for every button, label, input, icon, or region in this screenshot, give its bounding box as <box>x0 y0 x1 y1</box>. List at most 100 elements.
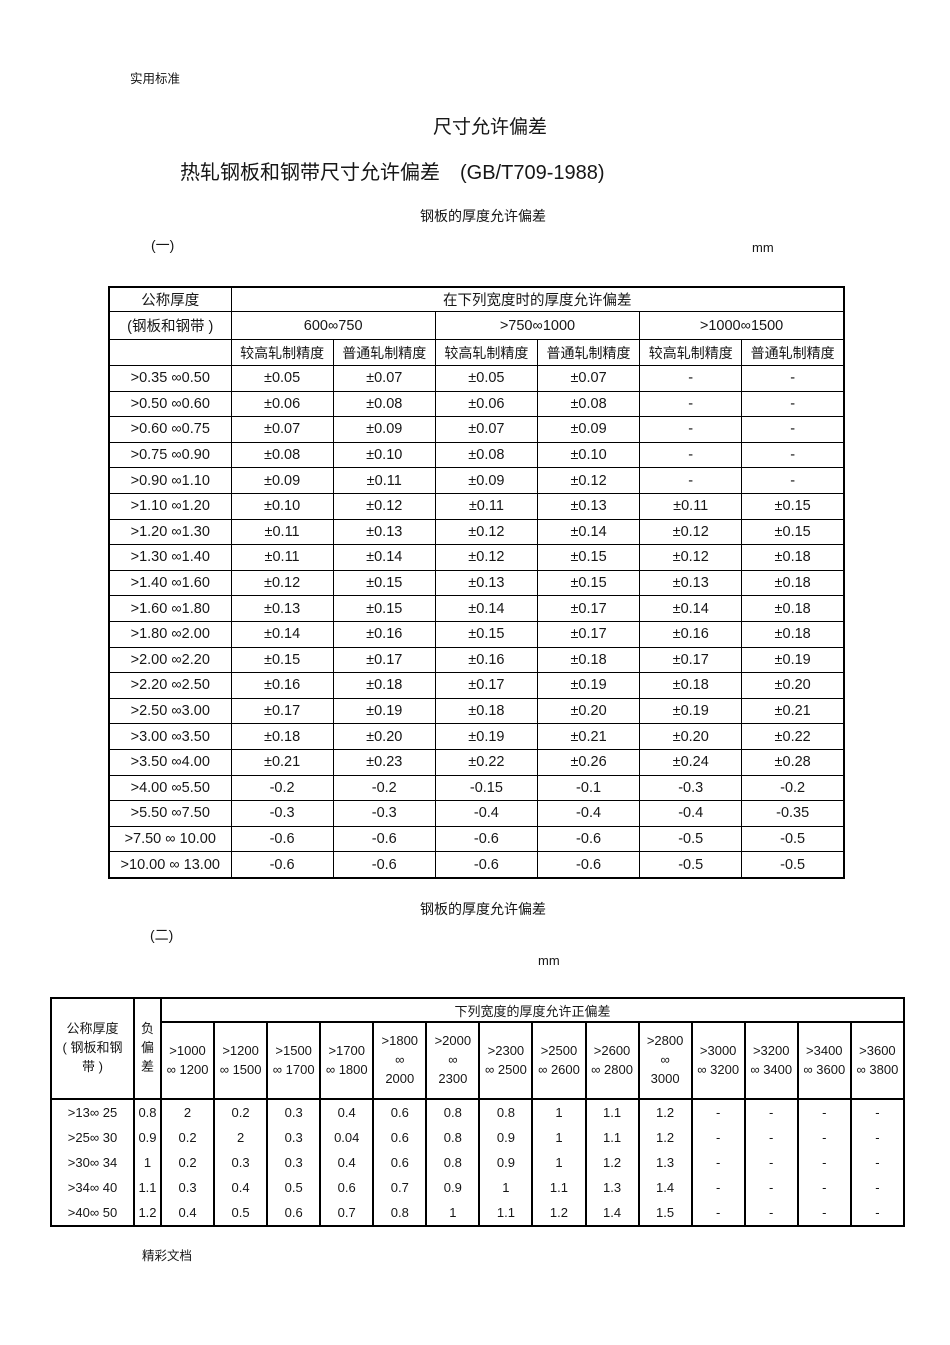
t1-tolerance-value: ±0.12 <box>639 544 743 571</box>
t1-precision-header: 较高轧制精度 <box>434 339 538 366</box>
t1-tolerance-value: -0.15 <box>434 774 538 802</box>
t1-tolerance-value: ±0.16 <box>434 646 538 674</box>
t1-tolerance-value: ±0.06 <box>230 390 334 418</box>
t1-row: >1.20 ∞1.30 ±0.11 ±0.13 ±0.12 ±0.14 ±0.12 ±0.1… <box>108 518 845 546</box>
t1-tolerance-value: ±0.15 <box>741 518 845 546</box>
t1-tolerance-value: ±0.21 <box>741 697 845 725</box>
t2-tolerance-value: - <box>796 1099 852 1125</box>
t2-tolerance-value: - <box>690 1150 746 1175</box>
t1-tolerance-value: -0.2 <box>332 774 436 802</box>
t1-thickness-range: >1.60 ∞1.80 <box>108 595 232 622</box>
t1-tolerance-value: -0.4 <box>434 800 538 827</box>
t1-tolerance-value: ±0.06 <box>434 390 538 418</box>
t1-tolerance-value: ±0.08 <box>332 390 436 418</box>
t1-tolerance-value: ±0.20 <box>536 697 641 725</box>
t1-tolerance-value: ±0.10 <box>332 441 436 469</box>
t1-width-group: >750∞1000 <box>434 311 641 340</box>
t1-header-row-2: (钢板和钢带 ) 600∞750 >750∞1000 >1000∞1500 <box>108 311 845 340</box>
t1-width-group: >1000∞1500 <box>639 311 845 340</box>
t2-tolerance-value: - <box>690 1175 746 1200</box>
t1-tolerance-value: ±0.15 <box>230 646 334 674</box>
t2-tolerance-value: 0.04 <box>319 1125 375 1150</box>
t1-tolerance-value: - <box>741 416 845 443</box>
t1-thickness-range: >7.50 ∞ 10.00 <box>108 825 232 853</box>
t1-tolerance-value: - <box>639 365 743 392</box>
t1-thickness-range: >3.50 ∞4.00 <box>108 748 232 776</box>
t1-tolerance-value: ±0.20 <box>639 723 743 750</box>
t1-tolerance-value: - <box>741 467 845 494</box>
t2-tolerance-value: - <box>743 1125 799 1150</box>
t1-tolerance-value: -0.4 <box>639 800 743 827</box>
t2-tolerance-value: - <box>849 1200 906 1227</box>
t2-tolerance-value: 1.2 <box>637 1125 693 1150</box>
t2-tolerance-value: 0.9 <box>478 1125 534 1150</box>
subtitle-text: 热轧钢板和钢带尺寸允许偏差 <box>180 162 440 184</box>
t2-negative-deviation-value: 1 <box>133 1150 162 1175</box>
t1-tolerance-value: -0.3 <box>332 800 436 827</box>
t1-row: >1.10 ∞1.20 ±0.10 ±0.12 ±0.11 ±0.13 ±0.11 ±0.1… <box>108 492 845 520</box>
t1-tolerance-value: ±0.21 <box>230 748 334 776</box>
t1-tolerance-value: ±0.15 <box>332 569 436 597</box>
t2-tolerance-value: 0.4 <box>319 1150 375 1175</box>
t1-thickness-range: >0.75 ∞0.90 <box>108 441 232 469</box>
t1-tolerance-value: ±0.17 <box>230 697 334 725</box>
t1-tolerance-value: ±0.12 <box>536 467 641 494</box>
t1-tolerance-value: -0.1 <box>536 774 641 802</box>
t2-tolerance-value: - <box>743 1200 799 1227</box>
t1-tolerance-value: ±0.18 <box>230 723 334 750</box>
t2-tolerance-value: 0.4 <box>213 1175 269 1200</box>
t1-tolerance-value: ±0.18 <box>741 569 845 597</box>
subtitle: 热轧钢板和钢带尺寸允许偏差 (GB/T709-1988) <box>180 161 605 185</box>
t1-tolerance-value: ±0.28 <box>741 748 845 776</box>
t1-tolerance-value: ±0.09 <box>536 416 641 443</box>
t2-negative-deviation-header: 负 偏 差 <box>133 997 162 1100</box>
t1-tolerance-value: ±0.18 <box>741 620 845 648</box>
t2-width-range-header: >1700 ∞ 1800 <box>319 1021 375 1100</box>
t1-tolerance-value: -0.2 <box>741 774 845 802</box>
t1-tolerance-value: ±0.18 <box>639 672 743 699</box>
hot-rolled-thickness-tolerance-table-2: 公称厚度 ( 钢板和钢 带 ) 负 偏 差 下列宽度的厚度允许正偏差 >1000… <box>50 997 906 1227</box>
t2-tolerance-value: 0.3 <box>213 1150 269 1175</box>
t1-tolerance-value: ±0.11 <box>332 467 436 494</box>
t2-row: >13∞ 25 0.8 2 0.2 0.3 0.4 0.6 0.8 0.8 1 1.1 1.2- - - - <box>50 1099 906 1125</box>
t1-thickness-range: >0.35 ∞0.50 <box>108 365 232 392</box>
t1-tolerance-value: ±0.13 <box>639 569 743 597</box>
t1-tolerance-value: - <box>639 390 743 418</box>
t1-tolerance-value: ±0.09 <box>230 467 334 494</box>
t2-tolerance-value: 1.1 <box>584 1099 640 1125</box>
table1-index-label: (一) <box>151 237 175 253</box>
t1-thickness-range: >1.80 ∞2.00 <box>108 620 232 648</box>
t2-width-range-header: >1500 ∞ 1700 <box>266 1021 322 1100</box>
t1-tolerance-value: -0.6 <box>230 825 334 853</box>
t1-row: >0.50 ∞0.60 ±0.06 ±0.08 ±0.06 ±0.08- - <box>108 390 845 418</box>
t2-tolerance-value: 2 <box>213 1125 269 1150</box>
t2-tolerance-value: 0.3 <box>266 1150 322 1175</box>
t1-tolerance-value: ±0.11 <box>639 492 743 520</box>
t1-tolerance-value: -0.5 <box>639 851 743 879</box>
t1-tolerance-value: -0.6 <box>536 825 641 853</box>
table1-unit-label: mm <box>752 240 774 255</box>
t1-tolerance-value: ±0.08 <box>536 390 641 418</box>
t1-tolerance-value: -0.3 <box>230 800 334 827</box>
t1-tolerance-value: - <box>639 441 743 469</box>
t1-precision-header: 较高轧制精度 <box>639 339 743 366</box>
t1-tolerance-value: ±0.17 <box>332 646 436 674</box>
t1-tolerance-value: -0.2 <box>230 774 334 802</box>
t2-tolerance-value: - <box>849 1150 906 1175</box>
t1-row: >2.00 ∞2.20 ±0.15 ±0.17 ±0.16 ±0.18 ±0.17 ±0.1… <box>108 646 845 674</box>
page-title: 尺寸允许偏差 <box>433 117 548 138</box>
t1-span-header: 在下列宽度时的厚度允许偏差 <box>230 286 845 312</box>
t2-width-range-header: >2000 ∞ 2300 <box>425 1021 481 1100</box>
t1-tolerance-value: ±0.16 <box>332 620 436 648</box>
t2-tolerance-value: 0.6 <box>319 1175 375 1200</box>
t1-tolerance-value: -0.3 <box>639 774 743 802</box>
t1-precision-header: 普通轧制精度 <box>741 339 845 366</box>
t2-tolerance-value: 0.6 <box>372 1125 428 1150</box>
t2-tolerance-value: - <box>796 1125 852 1150</box>
t1-corner-top: 公称厚度 <box>108 286 232 312</box>
t1-tolerance-value: ±0.14 <box>536 518 641 546</box>
t2-width-range-header: >2300 ∞ 2500 <box>478 1021 534 1100</box>
t1-tolerance-value: - <box>639 467 743 494</box>
t2-tolerance-value: 1.3 <box>584 1175 640 1200</box>
t1-tolerance-value: ±0.18 <box>741 595 845 622</box>
